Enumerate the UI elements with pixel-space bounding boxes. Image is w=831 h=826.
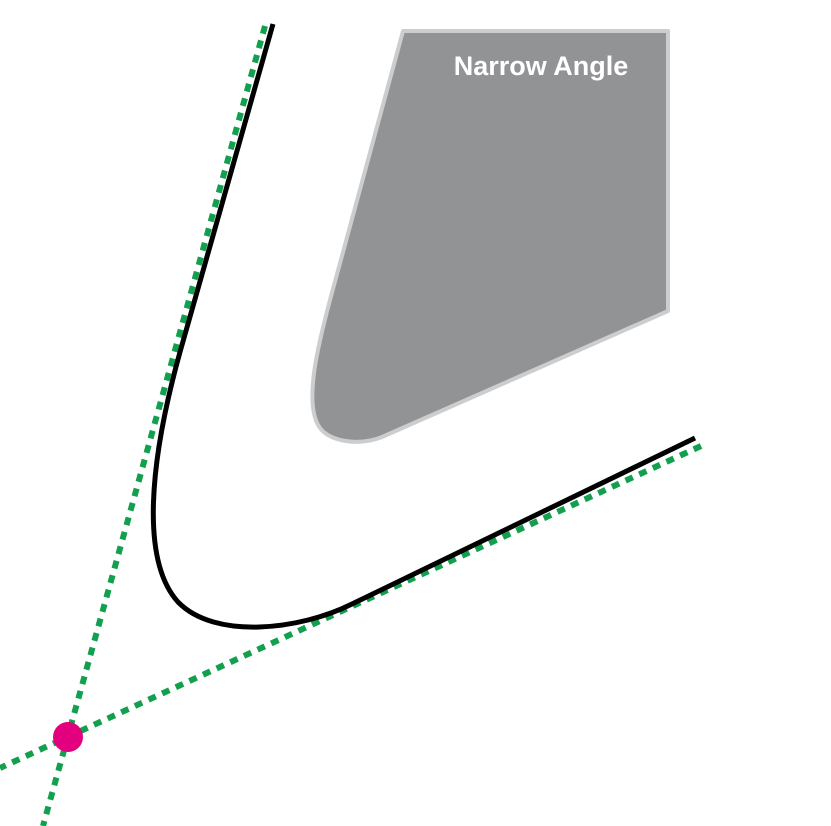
narrow-angle-shape (310, 29, 670, 444)
narrow-angle-shape-group: Narrow Angle (310, 29, 670, 444)
narrow-angle-label: Narrow Angle (454, 51, 629, 81)
corner-curve (150, 23, 697, 630)
guide-lines (0, 25, 703, 826)
guide-line-steep (40, 25, 268, 826)
intersection-point (53, 722, 83, 752)
